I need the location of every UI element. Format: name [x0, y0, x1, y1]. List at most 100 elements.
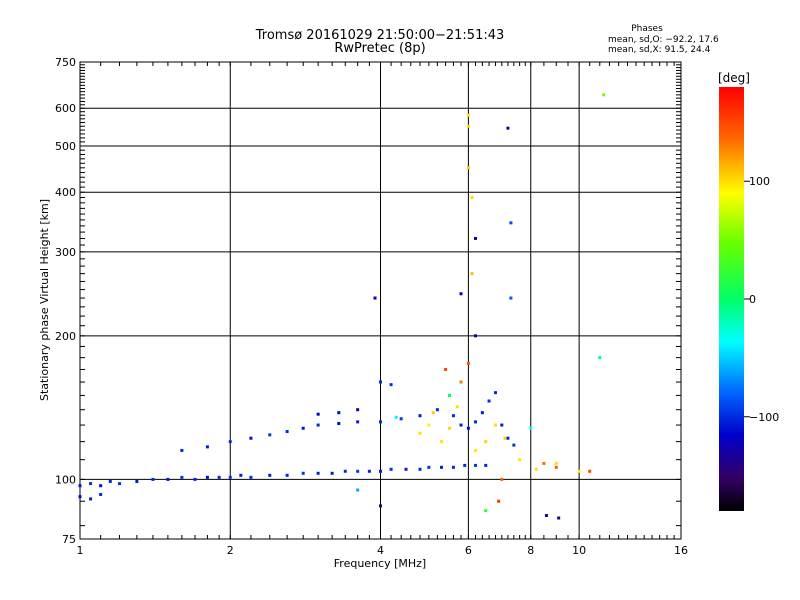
data-point — [444, 367, 448, 371]
data-point — [367, 469, 371, 473]
data-point — [577, 469, 581, 473]
x-tick-label: 1 — [77, 544, 84, 557]
colorbar-gradient — [719, 87, 744, 511]
data-point — [379, 469, 382, 473]
data-point — [542, 461, 546, 465]
data-point — [356, 469, 360, 473]
data-point — [470, 272, 474, 276]
y-axis-label: Stationary phase Virtual Height [km] — [38, 199, 51, 401]
data-point — [151, 477, 155, 481]
data-point — [389, 467, 393, 471]
x-tick-label: 16 — [674, 544, 688, 557]
data-point — [440, 440, 444, 444]
data-point — [506, 126, 510, 130]
data-point — [373, 296, 377, 300]
data-point — [418, 414, 422, 418]
data-point — [554, 465, 558, 469]
data-point — [509, 221, 513, 225]
data-point — [466, 361, 470, 365]
data-point — [268, 433, 272, 437]
data-point — [518, 458, 522, 462]
data-point — [484, 509, 488, 513]
x-tick-label: 2 — [227, 544, 234, 557]
data-point — [463, 463, 467, 467]
data-point — [330, 471, 334, 475]
x-tick-label: 6 — [465, 544, 472, 557]
data-point — [435, 408, 439, 412]
data-point — [404, 467, 408, 471]
data-point — [394, 415, 398, 419]
colorbar-tick-label: 100 — [749, 175, 770, 188]
minor-ticks — [80, 62, 681, 539]
data-point — [480, 411, 484, 415]
data-point — [427, 465, 431, 469]
x-tick-label: 10 — [572, 544, 586, 557]
data-point — [228, 475, 232, 479]
data-point — [180, 448, 184, 452]
stats-title: Phases — [631, 24, 663, 34]
plot-area — [78, 61, 682, 540]
data-point — [249, 475, 253, 479]
data-point — [473, 448, 477, 452]
data-point — [118, 482, 122, 486]
data-point — [135, 479, 139, 483]
data-point — [500, 477, 504, 481]
data-point — [487, 399, 491, 403]
data-point — [431, 411, 435, 415]
data-point — [205, 475, 209, 479]
colorbar: [deg] 100 0 −100 — [718, 71, 779, 511]
data-point — [459, 292, 463, 296]
data-point — [557, 516, 561, 520]
data-point — [497, 499, 501, 503]
y-tick-label: 100 — [55, 473, 76, 486]
data-point — [193, 477, 197, 481]
data-point — [451, 414, 455, 418]
x-tick-label: 4 — [377, 544, 384, 557]
data-point — [448, 393, 452, 397]
data-point — [470, 195, 474, 199]
data-point — [217, 475, 221, 479]
data-point — [389, 383, 393, 387]
data-point — [379, 504, 382, 508]
data-point — [473, 463, 477, 467]
data-point — [466, 426, 470, 430]
data-point — [205, 445, 209, 449]
data-point — [78, 484, 82, 488]
x-axis-label: Frequency [MHz] — [334, 557, 426, 570]
chart-subtitle: RwPretec (8p) — [334, 41, 425, 56]
data-point — [337, 421, 341, 425]
data-point — [379, 380, 382, 384]
data-point — [451, 465, 455, 469]
data-point — [316, 412, 320, 416]
y-tick-label: 750 — [55, 56, 76, 69]
data-point — [356, 408, 360, 412]
data-point — [301, 471, 305, 475]
grid — [80, 62, 681, 539]
data-point — [459, 380, 463, 384]
data-point — [500, 423, 504, 427]
data-point — [268, 473, 272, 477]
data-point — [418, 431, 422, 435]
y-tick-label: 500 — [55, 140, 76, 153]
chart-title: Tromsø 20161029 21:50:00−21:51:43 — [255, 28, 505, 43]
data-point — [512, 443, 516, 447]
data-point — [316, 423, 320, 427]
data-point — [78, 495, 82, 499]
y-tick-label: 600 — [55, 102, 76, 115]
data-point — [473, 334, 477, 338]
data-point — [554, 461, 558, 465]
data-point — [418, 467, 422, 471]
data-point — [356, 488, 360, 492]
data-point — [506, 436, 510, 440]
y-tick-label: 400 — [55, 186, 76, 199]
data-point — [166, 477, 170, 481]
data-point — [285, 430, 289, 434]
data-point — [602, 93, 606, 97]
data-point — [99, 484, 103, 488]
data-point — [529, 426, 533, 430]
colorbar-tick-label: 0 — [749, 293, 756, 306]
data-point — [494, 423, 498, 427]
stats-line-x: mean, sd,X: 91.5, 24.4 — [608, 45, 711, 55]
data-point — [99, 492, 103, 496]
